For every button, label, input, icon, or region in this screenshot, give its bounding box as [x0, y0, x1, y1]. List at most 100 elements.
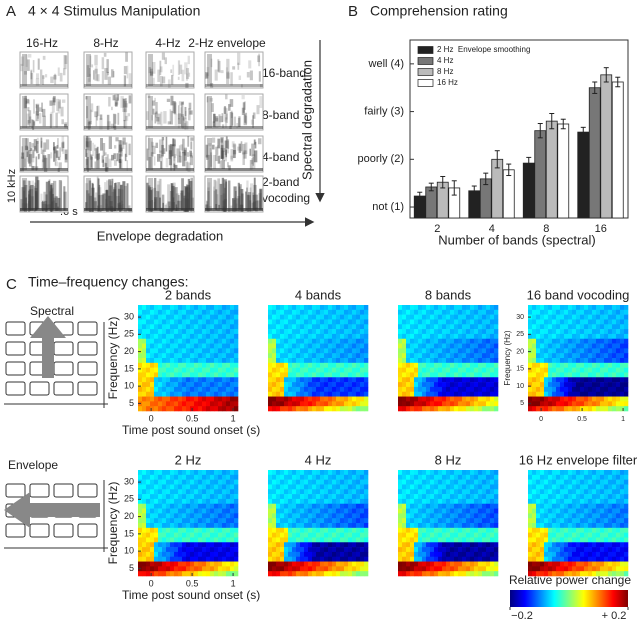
- heatmap-cell: [210, 344, 214, 349]
- heatmap-cell: [620, 382, 624, 387]
- heatmap-cell: [276, 377, 280, 382]
- heatmap-cell: [210, 542, 214, 547]
- heatmap-cell: [588, 397, 592, 402]
- heatmap-cell: [218, 571, 222, 576]
- heatmap-cell: [438, 470, 442, 475]
- heatmap-cell: [166, 406, 170, 411]
- heatmap-cell: [170, 305, 174, 310]
- heatmap-cell: [406, 319, 410, 324]
- heatmap-cell: [478, 401, 482, 406]
- heatmap-cell: [494, 489, 498, 494]
- heatmap-cell: [178, 358, 182, 363]
- heatmap-cell: [276, 382, 280, 387]
- heatmap-cell: [482, 353, 486, 358]
- heatmap-cell: [360, 368, 364, 373]
- heatmap-cell: [214, 401, 218, 406]
- heatmap-cell: [186, 566, 190, 571]
- heatmap-cell: [406, 382, 410, 387]
- heatmap-cell: [230, 537, 234, 542]
- heatmap-cell: [478, 523, 482, 528]
- heatmap-cell: [280, 344, 284, 349]
- heatmap-cell: [438, 358, 442, 363]
- heatmap-cell: [158, 475, 162, 480]
- heatmap-cell: [470, 566, 474, 571]
- heatmap-cell: [360, 470, 364, 475]
- heatmap-cell: [190, 310, 194, 315]
- heatmap-cell: [300, 392, 304, 397]
- heatmap-cell: [344, 480, 348, 485]
- heatmap-cell: [556, 334, 560, 339]
- heatmap-cell: [296, 387, 300, 392]
- heatmap-cell: [410, 334, 414, 339]
- heatmap-cell: [600, 315, 604, 320]
- heatmap-cell: [158, 329, 162, 334]
- heatmap-cell: [194, 372, 198, 377]
- heatmap-cell: [150, 372, 154, 377]
- heatmap-cell: [548, 528, 552, 533]
- heatmap-cell: [438, 339, 442, 344]
- heatmap-cell: [434, 562, 438, 567]
- heatmap-cell: [352, 484, 356, 489]
- heatmap-cell: [398, 353, 402, 358]
- heatmap-cell: [226, 401, 230, 406]
- heatmap-cell: [544, 348, 548, 353]
- heatmap-cell: [190, 305, 194, 310]
- heatmap-cell: [402, 494, 406, 499]
- heatmap-cell: [348, 348, 352, 353]
- heatmap-cell: [482, 494, 486, 499]
- heatmap-cell: [450, 372, 454, 377]
- heatmap-cell: [226, 562, 230, 567]
- heatmap-cell: [206, 382, 210, 387]
- heatmap-cell: [462, 557, 466, 562]
- heatmap-cell: [462, 319, 466, 324]
- heatmap-cell: [328, 528, 332, 533]
- heatmap-cell: [414, 329, 418, 334]
- heatmap-cell: [426, 372, 430, 377]
- heatmap-cell: [222, 480, 226, 485]
- heatmap-cell: [478, 348, 482, 353]
- heatmap-cell: [402, 387, 406, 392]
- heatmap-cell: [482, 542, 486, 547]
- heatmap-cell: [198, 368, 202, 373]
- heatmap-cell: [292, 406, 296, 411]
- heatmap-cell: [186, 552, 190, 557]
- heatmap-cell: [600, 363, 604, 368]
- heatmap-cell: [540, 542, 544, 547]
- heatmap-cell: [494, 480, 498, 485]
- heatmap-cell: [478, 547, 482, 552]
- heatmap-cell: [308, 315, 312, 320]
- heatmap-cell: [438, 547, 442, 552]
- heatmap-cell: [210, 489, 214, 494]
- heatmap-cell: [166, 552, 170, 557]
- heatmap-cell: [532, 363, 536, 368]
- heatmap-cell: [564, 377, 568, 382]
- heatmap-cell: [154, 494, 158, 499]
- heatmap-cell: [320, 319, 324, 324]
- heatmap-cell: [360, 353, 364, 358]
- heatmap-cell: [300, 475, 304, 480]
- heatmap-cell: [486, 310, 490, 315]
- heatmap-cell: [158, 518, 162, 523]
- heatmap-cell: [450, 533, 454, 538]
- heatmap-cell: [280, 382, 284, 387]
- heatmap-cell: [268, 513, 272, 518]
- legend-swatch: [418, 69, 433, 76]
- heatmap-cell: [418, 509, 422, 514]
- heatmap-cell: [490, 344, 494, 349]
- heatmap-cell: [422, 382, 426, 387]
- heatmap-cell: [292, 392, 296, 397]
- heatmap-cell: [402, 310, 406, 315]
- heatmap-cell: [406, 518, 410, 523]
- spectrogram-energy: [224, 156, 227, 162]
- spectrogram-base: [146, 84, 194, 87]
- heatmap-cell: [324, 329, 328, 334]
- heatmap-cell: [348, 537, 352, 542]
- heatmap-cell: [544, 542, 548, 547]
- heatmap-cell: [316, 310, 320, 315]
- heatmap-cell: [624, 339, 628, 344]
- heatmap-cell: [604, 305, 608, 310]
- heatmap-cell: [418, 372, 422, 377]
- heatmap-cell: [356, 329, 360, 334]
- heatmap-cell: [288, 368, 292, 373]
- heatmap-cell: [528, 528, 532, 533]
